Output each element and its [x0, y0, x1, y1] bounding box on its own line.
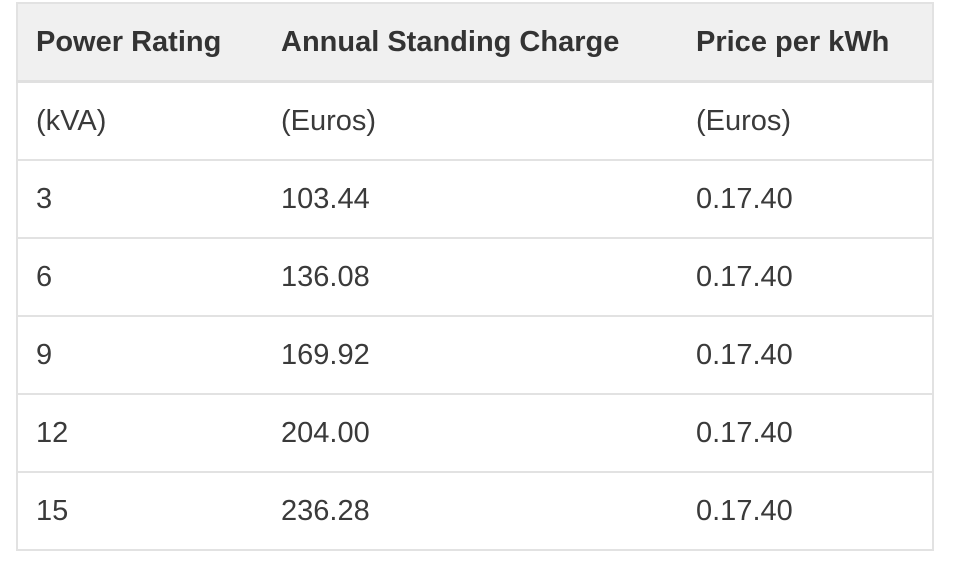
table-cell: 0.17.40	[678, 315, 933, 394]
table-row: 15 236.28 0.17.40	[17, 471, 933, 550]
header-row: Power Rating Annual Standing Charge Price …	[17, 2, 933, 83]
header-cell: Power Rating	[17, 2, 263, 83]
table-cell: (kVA)	[17, 80, 263, 160]
header-cell: Annual Standing Charge	[263, 2, 678, 83]
header-cell: Price per kWh	[678, 2, 933, 83]
table-row: (kVA) (Euros) (Euros)	[17, 80, 933, 160]
table-row: 6 136.08 0.17.40	[17, 237, 933, 316]
table-cell: 3	[17, 159, 263, 238]
table-cell: 0.17.40	[678, 159, 933, 238]
table-cell: 0.17.40	[678, 393, 933, 472]
table-cell: 236.28	[263, 471, 678, 550]
table-cell: 136.08	[263, 237, 678, 316]
table-cell: (Euros)	[678, 80, 933, 160]
table-row: 12 204.00 0.17.40	[17, 393, 933, 472]
table-cell: 169.92	[263, 315, 678, 394]
table-cell: 15	[17, 471, 263, 550]
table-header: Power Rating Annual Standing Charge Price …	[17, 2, 933, 83]
table-row: 3 103.44 0.17.40	[17, 159, 933, 238]
table-cell: 12	[17, 393, 263, 472]
table-cell: 0.17.40	[678, 471, 933, 550]
table-body: (kVA) (Euros) (Euros) 3 103.44 0.17.40 6 136.08…	[17, 80, 933, 550]
table-row: 9 169.92 0.17.40	[17, 315, 933, 394]
price-table: Power Rating Annual Standing Charge Price …	[16, 2, 934, 551]
table-cell: 204.00	[263, 393, 678, 472]
table-cell: 6	[17, 237, 263, 316]
table-cell: (Euros)	[263, 80, 678, 160]
table-cell: 9	[17, 315, 263, 394]
table-cell: 0.17.40	[678, 237, 933, 316]
table-cell: 103.44	[263, 159, 678, 238]
